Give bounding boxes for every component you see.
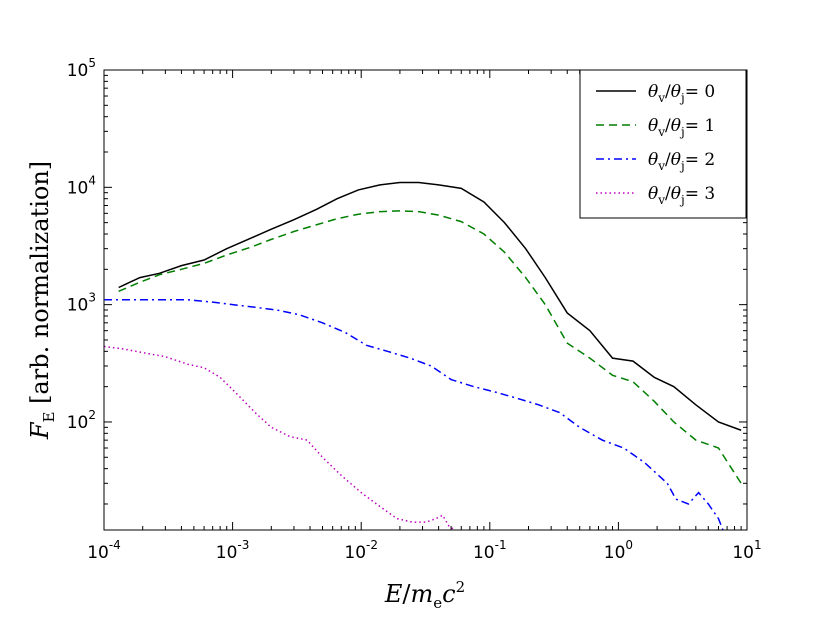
- legend: θv/θj= 0 θv/θj= 1 θv/θj= 2 θv/θj= 3: [579, 69, 747, 219]
- y-tick-label: 105: [67, 56, 96, 81]
- legend-label-1: θv/θj= 1: [648, 116, 715, 139]
- x-tick-label: 100: [604, 538, 633, 563]
- series-line-1: [118, 210, 742, 484]
- y-tick-label: 103: [67, 291, 96, 316]
- legend-frame: [579, 69, 747, 219]
- x-tick-label: 10-1: [473, 538, 507, 563]
- x-tick-label: 10-4: [87, 538, 121, 563]
- series-line-0: [118, 181, 742, 431]
- x-tick-label: 10-3: [216, 538, 250, 563]
- tick-label-layer: 10-4 10-3 10-2 10-1 100 101 102 103 104 105: [67, 56, 762, 563]
- x-tick-label: 101: [732, 538, 761, 563]
- legend-label-0: θv/θj= 0: [648, 82, 715, 105]
- plot-frame: [103, 69, 748, 531]
- y-axis-label: FE [arb. normalization]: [26, 161, 58, 440]
- legend-label-3: θv/θj= 3: [648, 184, 715, 207]
- legend-label-2: θv/θj= 2: [648, 150, 715, 173]
- series-layer: [104, 181, 742, 530]
- svg-text:E/mec2: E/mec2: [384, 578, 465, 612]
- series-line-3: [104, 345, 457, 530]
- series-line-2: [104, 299, 724, 530]
- y-tick-label: 102: [67, 408, 96, 433]
- svg-text:FE [arb. normalization]: FE [arb. normalization]: [26, 161, 58, 440]
- x-axis-label: E/mec2: [384, 578, 465, 612]
- y-tick-label: 104: [67, 173, 96, 198]
- x-tick-label: 10-2: [344, 538, 378, 563]
